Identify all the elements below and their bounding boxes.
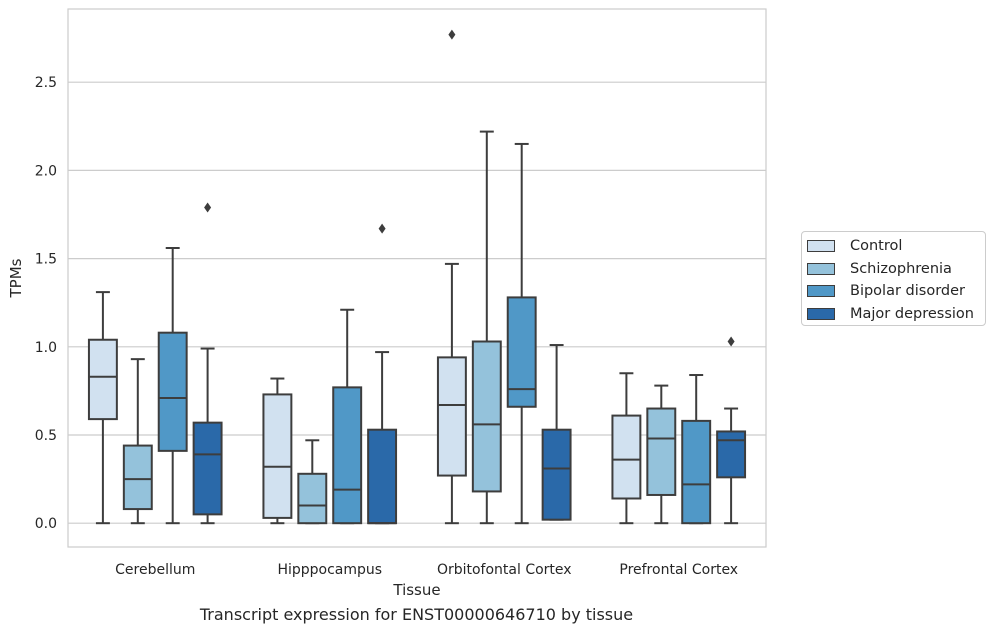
box (506, 296, 537, 408)
outlier-point (204, 202, 212, 213)
box (332, 386, 363, 525)
box-group (716, 336, 747, 525)
box-group (646, 384, 677, 525)
box-group (436, 29, 467, 525)
box-group (297, 439, 328, 525)
y-tick-labels: 0.0 0.5 1.0 1.5 2.0 2.5 (35, 75, 57, 532)
box-group (157, 247, 188, 525)
box (192, 421, 223, 516)
legend: Control Schizophrenia Bipolar disorder Majo… (801, 231, 986, 326)
legend-item: Control (807, 235, 985, 258)
y-tick-label: 1.0 (35, 340, 57, 356)
box-group (506, 142, 537, 525)
x-tick-label: Prefrontal Cortex (619, 562, 738, 578)
box-group (262, 377, 293, 525)
x-tick-labels: Cerebellum Hipppocampus Orbitofontal Corte… (115, 562, 738, 578)
legend-item: Schizophrenia (807, 258, 985, 281)
box-group (367, 223, 398, 525)
outlier-point (448, 29, 456, 40)
y-tick-label: 0.0 (35, 516, 57, 532)
outlier-point (378, 223, 386, 234)
box (471, 340, 502, 493)
legend-swatch (807, 285, 835, 298)
y-tick-label: 2.5 (35, 75, 57, 91)
box-group (192, 202, 223, 525)
box (367, 428, 398, 525)
plot-frame (67, 8, 767, 548)
legend-swatch (807, 240, 835, 253)
box (681, 419, 712, 525)
y-tick-label: 2.0 (35, 163, 57, 179)
y-tick-label: 0.5 (35, 428, 57, 444)
box-group (87, 291, 118, 525)
y-tick-label: 1.5 (35, 252, 57, 268)
box-group (611, 372, 642, 525)
box-group (122, 358, 153, 525)
x-axis-label: Tissue (392, 581, 440, 599)
box (297, 472, 328, 525)
box (541, 428, 572, 521)
legend-swatch (807, 262, 835, 275)
y-axis-label: TPMs (7, 258, 25, 298)
box-group (681, 374, 712, 525)
legend-label: Major depression (850, 305, 974, 322)
box (157, 331, 188, 452)
x-tick-label: Orbitofontal Cortex (437, 562, 572, 578)
box-plot-boxes (87, 29, 747, 525)
legend-label: Schizophrenia (850, 260, 952, 277)
box (436, 356, 467, 477)
box (611, 414, 642, 500)
box-group (332, 308, 363, 525)
legend-label: Control (850, 238, 903, 255)
box (262, 393, 293, 519)
box-group (541, 344, 572, 521)
legend-swatch (807, 307, 835, 320)
outlier-point (727, 336, 735, 347)
box (87, 338, 118, 421)
x-tick-label: Hipppocampus (277, 562, 382, 578)
box-group (471, 130, 502, 525)
box (122, 444, 153, 511)
legend-item: Major depression (807, 303, 985, 326)
legend-label: Bipolar disorder (850, 283, 965, 300)
box (646, 407, 677, 496)
chart-caption: Transcript expression for ENST0000064671… (199, 605, 634, 624)
x-tick-label: Cerebellum (115, 562, 195, 578)
legend-item: Bipolar disorder (807, 280, 985, 303)
box (716, 430, 747, 479)
